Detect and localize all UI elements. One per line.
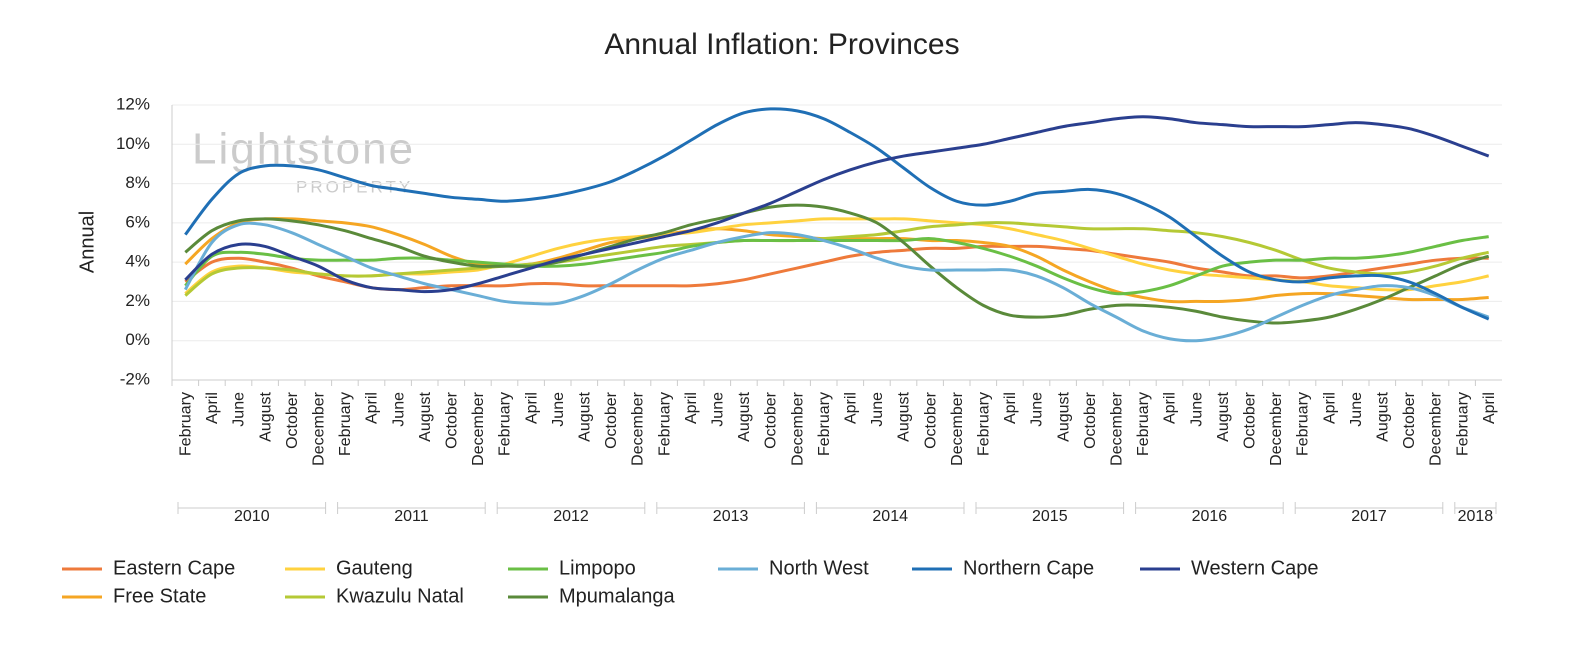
chart-title: Annual Inflation: Provinces	[604, 28, 959, 61]
y-tick-label: 10%	[116, 134, 150, 153]
year-label: 2016	[1192, 508, 1228, 525]
x-tick-label: April	[523, 392, 540, 424]
x-tick-label: June	[231, 392, 248, 427]
y-tick-label: 2%	[125, 291, 150, 310]
legend-label: Kwazulu Natal	[336, 585, 464, 607]
watermark: PROPERTY	[296, 177, 413, 196]
x-tick-label: June	[1348, 392, 1365, 427]
x-tick-label: August	[896, 391, 913, 441]
x-tick-label: December	[789, 391, 806, 465]
series-line	[184, 107, 1490, 321]
series-line	[183, 221, 1490, 343]
legend-label: Mpumalanga	[559, 585, 676, 607]
year-label: 2013	[713, 508, 749, 525]
x-tick-label: December	[949, 391, 966, 465]
year-label: 2014	[872, 508, 908, 525]
x-tick-label: April	[204, 392, 221, 424]
x-tick-label: October	[444, 391, 461, 449]
year-label: 2012	[553, 508, 589, 525]
x-tick-label: August	[417, 391, 434, 441]
x-tick-label: October	[763, 391, 780, 449]
x-tick-label: August	[736, 391, 753, 441]
series-line	[184, 203, 1490, 325]
year-label: 2010	[234, 508, 270, 525]
x-tick-label: December	[1428, 391, 1445, 465]
x-tick-label: February	[1454, 392, 1471, 456]
year-label: 2017	[1351, 508, 1387, 525]
y-tick-label: 4%	[125, 252, 150, 271]
x-tick-label: February	[497, 392, 514, 456]
x-tick-label: October	[1082, 391, 1099, 449]
legend-label: North West	[769, 557, 869, 579]
x-tick-label: February	[656, 392, 673, 456]
y-tick-label: 0%	[125, 330, 150, 349]
year-label: 2018	[1458, 508, 1494, 525]
x-tick-label: October	[1401, 391, 1418, 449]
x-tick-label: June	[390, 392, 407, 427]
x-tick-label: August	[577, 391, 594, 441]
x-tick-label: February	[337, 392, 354, 456]
series-line	[184, 221, 1490, 297]
x-tick-label: April	[683, 392, 700, 424]
series-line	[184, 115, 1490, 294]
x-tick-label: December	[311, 391, 328, 465]
y-tick-label: 12%	[116, 94, 150, 113]
x-tick-label: October	[284, 391, 301, 449]
x-tick-label: December	[470, 391, 487, 465]
y-tick-label: -2%	[120, 369, 150, 388]
x-tick-label: June	[1029, 392, 1046, 427]
x-tick-label: June	[550, 392, 567, 427]
x-tick-label: April	[843, 392, 860, 424]
x-tick-label: February	[1135, 392, 1152, 456]
year-label: 2011	[394, 508, 429, 525]
year-label: 2015	[1032, 508, 1068, 525]
x-tick-label: June	[869, 392, 886, 427]
legend-label: Northern Cape	[963, 557, 1094, 579]
x-tick-label: August	[1215, 391, 1232, 441]
x-tick-label: April	[1321, 392, 1338, 424]
x-tick-label: October	[922, 391, 939, 449]
x-tick-label: August	[1375, 391, 1392, 441]
x-tick-label: June	[710, 392, 727, 427]
x-tick-label: April	[1162, 392, 1179, 424]
x-tick-label: December	[1268, 391, 1285, 465]
x-tick-label: April	[364, 392, 381, 424]
x-tick-label: August	[257, 391, 274, 441]
x-tick-label: February	[976, 392, 993, 456]
y-tick-label: 8%	[125, 173, 150, 192]
legend-label: Gauteng	[336, 557, 413, 579]
x-tick-label: April	[1002, 392, 1019, 424]
x-tick-label: February	[816, 392, 833, 456]
watermark: Lightstone	[192, 125, 415, 174]
x-tick-label: February	[1295, 392, 1312, 456]
x-tick-label: October	[603, 391, 620, 449]
x-tick-label: April	[1481, 392, 1498, 424]
legend-label: Eastern Cape	[113, 557, 235, 579]
legend-label: Western Cape	[1191, 557, 1318, 579]
x-tick-label: February	[178, 392, 195, 456]
x-tick-label: October	[1242, 391, 1259, 449]
y-axis-label: Annual	[76, 211, 98, 273]
x-tick-label: December	[630, 391, 647, 465]
x-tick-label: June	[1188, 392, 1205, 427]
y-tick-label: 6%	[125, 212, 150, 231]
series-line	[184, 235, 1489, 296]
x-tick-label: December	[1109, 391, 1126, 465]
legend-label: Free State	[113, 585, 206, 607]
x-tick-label: August	[1055, 391, 1072, 441]
legend-label: Limpopo	[559, 557, 636, 579]
